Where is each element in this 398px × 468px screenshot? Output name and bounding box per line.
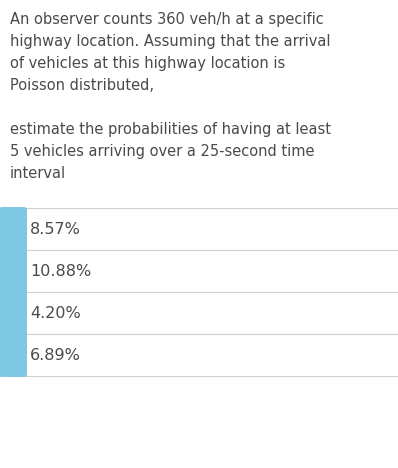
Text: 5 vehicles arriving over a 25-second time: 5 vehicles arriving over a 25-second tim… (10, 144, 314, 159)
Text: highway location. Assuming that the arrival: highway location. Assuming that the arri… (10, 34, 330, 49)
Text: 8.57%: 8.57% (30, 221, 81, 236)
Text: 10.88%: 10.88% (30, 263, 91, 278)
Text: 4.20%: 4.20% (30, 306, 81, 321)
Text: Poisson distributed,: Poisson distributed, (10, 78, 154, 93)
Text: estimate the probabilities of having at least: estimate the probabilities of having at … (10, 122, 331, 137)
Text: of vehicles at this highway location is: of vehicles at this highway location is (10, 56, 285, 71)
Text: 6.89%: 6.89% (30, 348, 81, 363)
Text: interval: interval (10, 166, 66, 181)
FancyBboxPatch shape (0, 207, 27, 377)
Text: An observer counts 360 veh/h at a specific: An observer counts 360 veh/h at a specif… (10, 12, 324, 27)
